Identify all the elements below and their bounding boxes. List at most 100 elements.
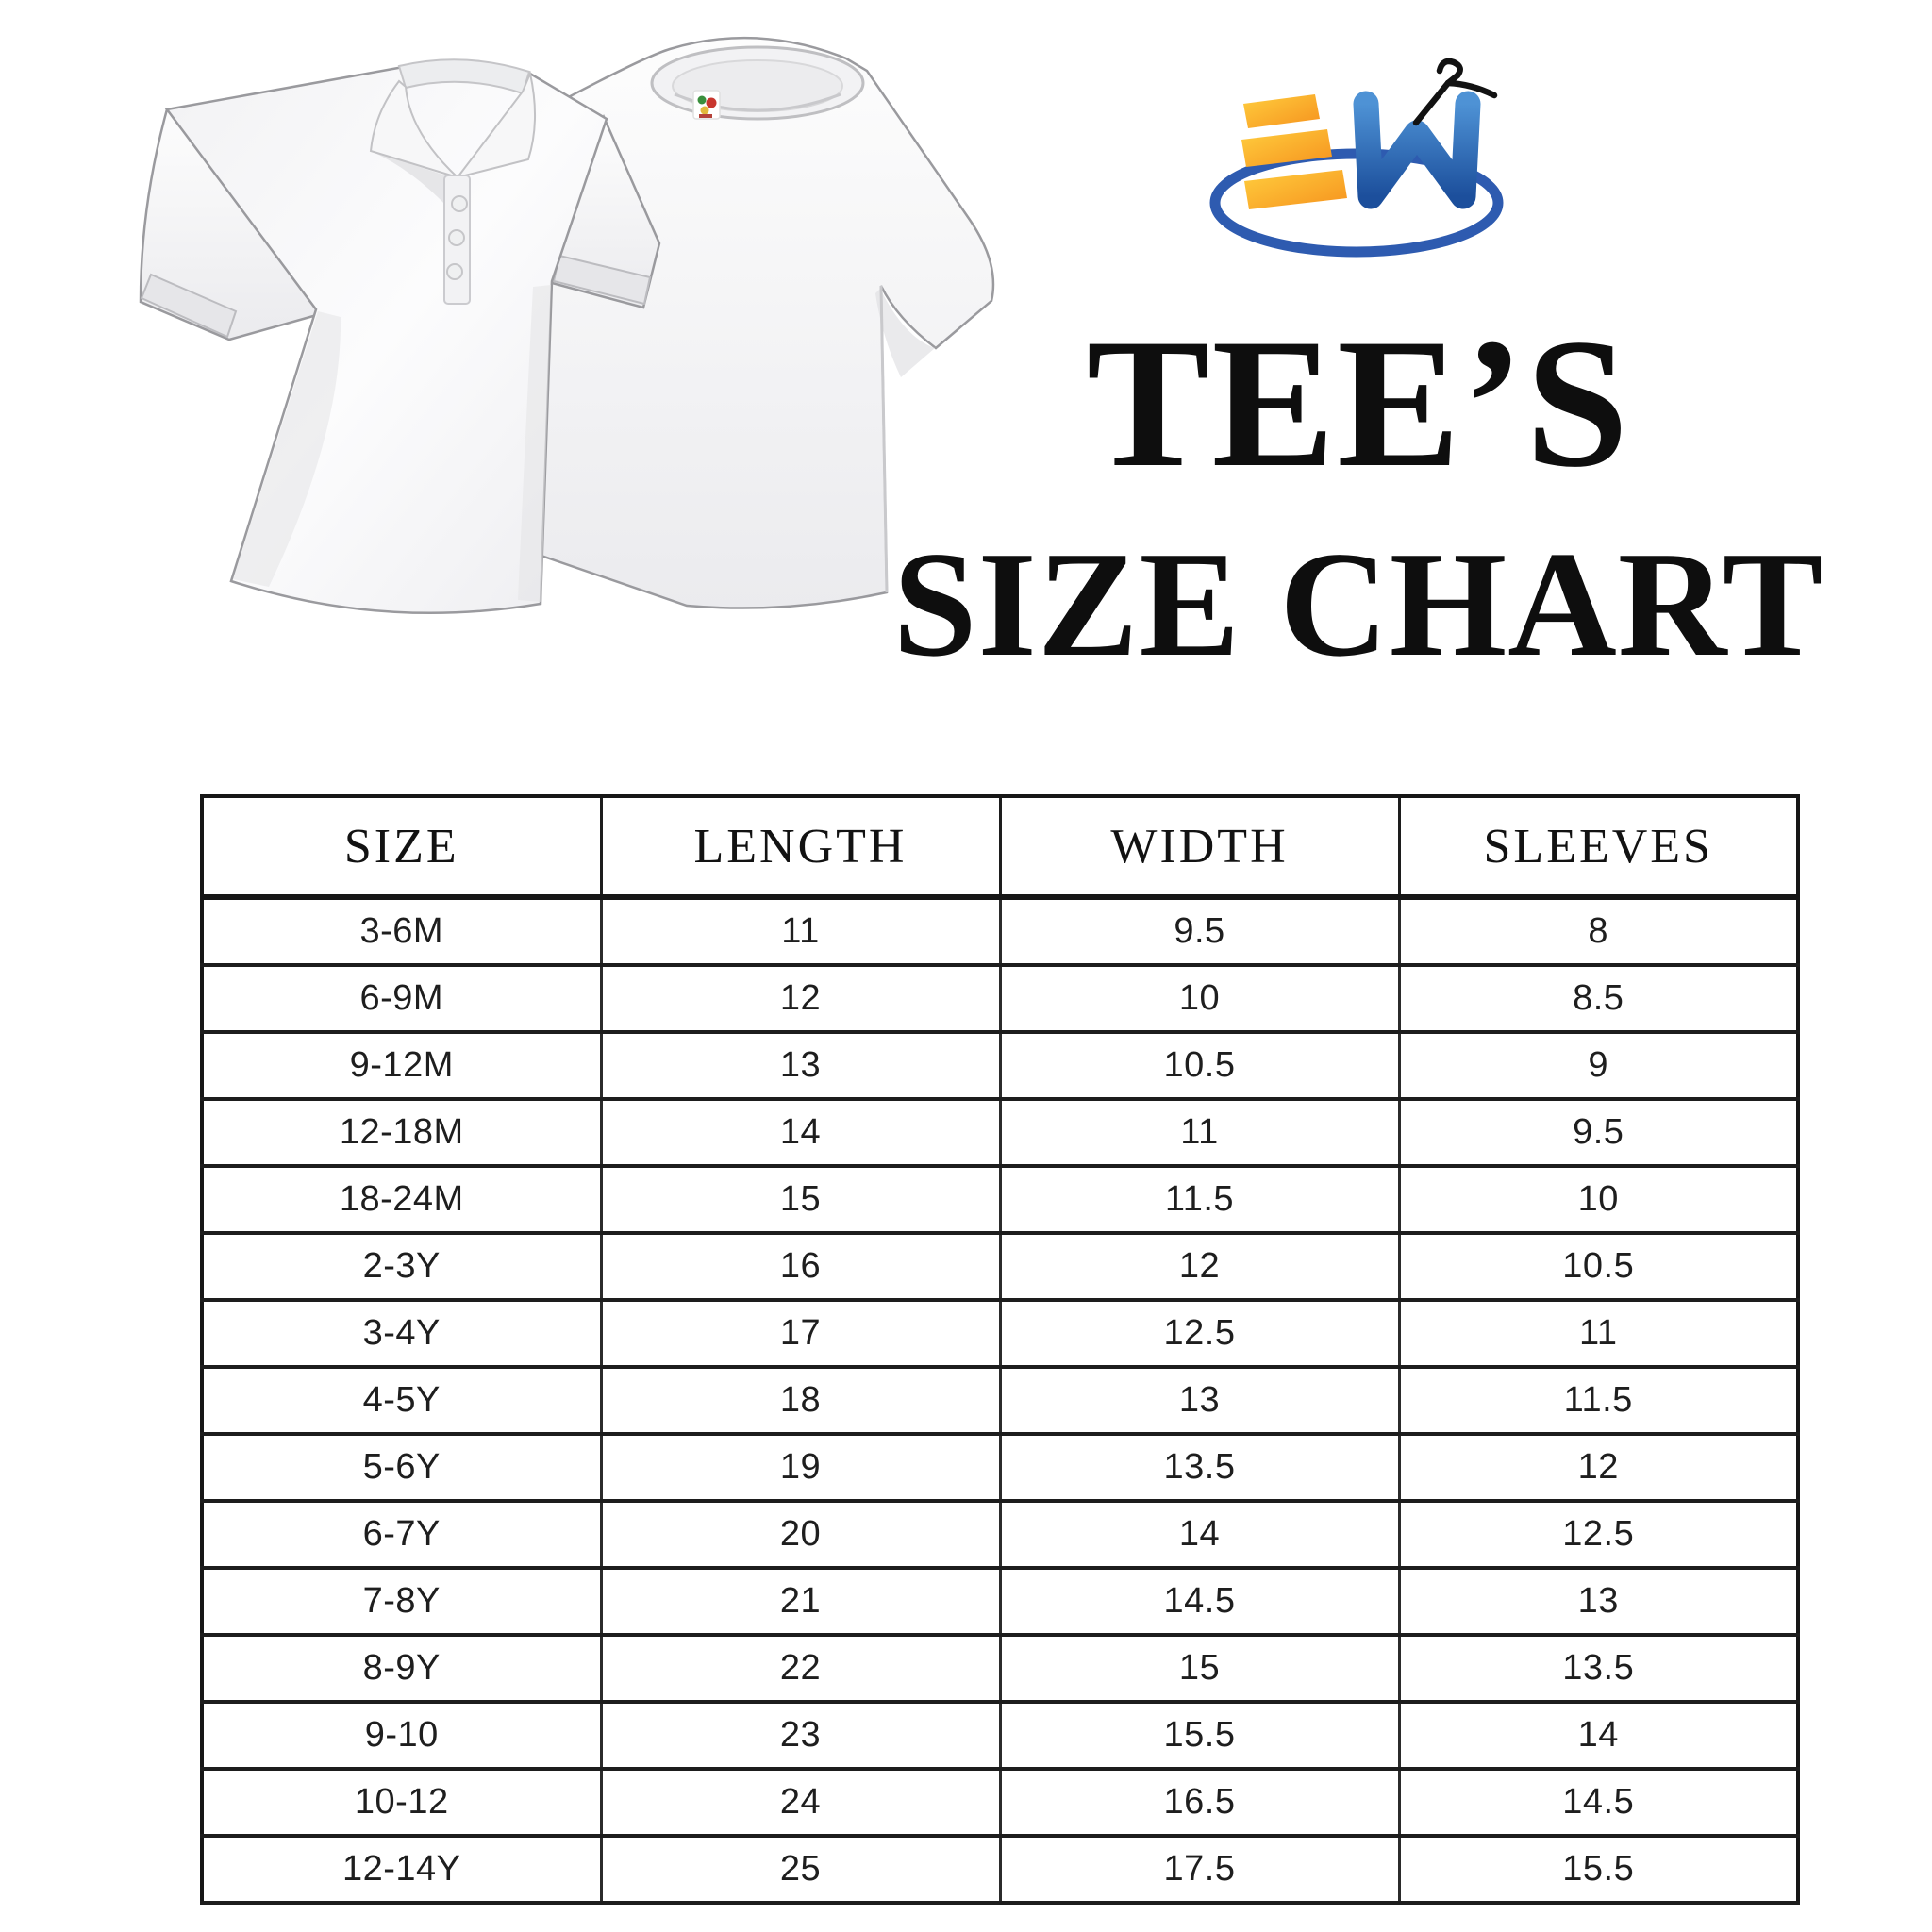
cell-sleeves: 14 (1397, 1700, 1800, 1771)
cell-length: 18 (599, 1365, 1002, 1436)
shirts-image (139, 36, 995, 615)
tshirt-image (531, 36, 995, 609)
cell-sleeves: 15.5 (1397, 1834, 1800, 1905)
cell-length: 17 (599, 1298, 1002, 1369)
cell-length: 20 (599, 1499, 1002, 1570)
cell-size: 3-4Y (200, 1298, 603, 1369)
cell-size: 6-9M (200, 963, 603, 1034)
cell-length: 19 (599, 1432, 1002, 1503)
size-table-body: 3-6M 11 9.5 8 6-9M 12 10 8.5 9-12M 13 10… (200, 895, 1800, 1905)
table-row: 8-9Y 22 15 13.5 (200, 1633, 1800, 1704)
cell-sleeves: 9 (1397, 1030, 1800, 1101)
cell-sleeves: 14.5 (1397, 1767, 1800, 1838)
cell-size: 8-9Y (200, 1633, 603, 1704)
cell-width: 11 (998, 1097, 1401, 1168)
cell-size: 5-6Y (200, 1432, 603, 1503)
column-header-sleeves: SLEEVES (1397, 794, 1800, 900)
cell-size: 2-3Y (200, 1231, 603, 1302)
cell-sleeves: 9.5 (1397, 1097, 1800, 1168)
cell-sleeves: 12.5 (1397, 1499, 1800, 1570)
tshirt-sleeve-shading (875, 289, 935, 377)
cell-length: 21 (599, 1566, 1002, 1637)
cell-length: 22 (599, 1633, 1002, 1704)
table-row: 12-14Y 25 17.5 15.5 (200, 1834, 1800, 1905)
cell-sleeves: 11.5 (1397, 1365, 1800, 1436)
table-row: 12-18M 14 11 9.5 (200, 1097, 1800, 1168)
table-row: 3-6M 11 9.5 8 (200, 895, 1800, 967)
poster-title: TEE’S (1086, 301, 1631, 506)
cell-width: 12.5 (998, 1298, 1401, 1369)
brand-logo (1209, 58, 1504, 258)
column-header-length: LENGTH (599, 794, 1002, 900)
table-header-row: SIZE LENGTH WIDTH SLEEVES (200, 794, 1800, 900)
cell-width: 15.5 (998, 1700, 1401, 1771)
polo-left-fold-shading (233, 311, 341, 587)
cell-width: 12 (998, 1231, 1401, 1302)
cell-sleeves: 13 (1397, 1566, 1800, 1637)
cell-length: 16 (599, 1231, 1002, 1302)
column-header-width: WIDTH (998, 794, 1401, 900)
cell-length: 24 (599, 1767, 1002, 1838)
cell-sleeves: 13.5 (1397, 1633, 1800, 1704)
cell-length: 23 (599, 1700, 1002, 1771)
cell-size: 7-8Y (200, 1566, 603, 1637)
cell-width: 10.5 (998, 1030, 1401, 1101)
logo-letter-e (1241, 94, 1347, 209)
cell-size: 3-6M (200, 895, 603, 967)
tshirt-side-seam (879, 285, 889, 593)
table-row: 5-6Y 19 13.5 12 (200, 1432, 1800, 1503)
polo-left-cuff (140, 273, 238, 339)
cell-width: 17.5 (998, 1834, 1401, 1905)
polo-button-3 (446, 263, 463, 280)
cell-length: 14 (599, 1097, 1002, 1168)
table-row: 9-10 23 15.5 14 (200, 1700, 1800, 1771)
cell-size: 6-7Y (200, 1499, 603, 1570)
table-row: 3-4Y 17 12.5 11 (200, 1298, 1800, 1369)
table-row: 4-5Y 18 13 11.5 (200, 1365, 1800, 1436)
cell-width: 9.5 (998, 895, 1401, 967)
cell-size: 12-18M (200, 1097, 603, 1168)
cell-width: 16.5 (998, 1767, 1401, 1838)
polo-button-1 (451, 195, 468, 212)
cell-length: 25 (599, 1834, 1002, 1905)
size-table: SIZE LENGTH WIDTH SLEEVES 3-6M 11 9.5 8 … (200, 794, 1800, 1905)
polo-right-fold-shading (518, 285, 551, 602)
cell-size: 9-12M (200, 1030, 603, 1101)
cell-size: 4-5Y (200, 1365, 603, 1436)
cell-size: 18-24M (200, 1164, 603, 1235)
cell-width: 11.5 (998, 1164, 1401, 1235)
table-row: 6-9M 12 10 8.5 (200, 963, 1800, 1034)
cell-length: 13 (599, 1030, 1002, 1101)
cell-sleeves: 8 (1397, 895, 1800, 967)
tshirt-body (531, 36, 995, 609)
cell-length: 15 (599, 1164, 1002, 1235)
polo-collar-left-flap (369, 79, 458, 178)
cell-width: 10 (998, 963, 1401, 1034)
cell-sleeves: 10 (1397, 1164, 1800, 1235)
logo-letter-w (1353, 91, 1481, 209)
table-row: 7-8Y 21 14.5 13 (200, 1566, 1800, 1637)
cell-size: 12-14Y (200, 1834, 603, 1905)
table-row: 18-24M 15 11.5 10 (200, 1164, 1800, 1235)
polo-left-sleeve (139, 108, 332, 341)
hanger-icon (1412, 58, 1498, 126)
cell-width: 13 (998, 1365, 1401, 1436)
cell-size: 9-10 (200, 1700, 603, 1771)
cell-width: 13.5 (998, 1432, 1401, 1503)
cell-sleeves: 8.5 (1397, 963, 1800, 1034)
cell-length: 11 (599, 895, 1002, 967)
table-row: 2-3Y 16 12 10.5 (200, 1231, 1800, 1302)
table-row: 6-7Y 20 14 12.5 (200, 1499, 1800, 1570)
table-row: 9-12M 13 10.5 9 (200, 1030, 1800, 1101)
column-header-size: SIZE (200, 794, 603, 900)
polo-button-2 (448, 229, 465, 246)
cell-width: 15 (998, 1633, 1401, 1704)
polo-collar-right-flap (455, 70, 536, 179)
poster-subtitle: SIZE CHART (892, 520, 1824, 688)
cell-size: 10-12 (200, 1767, 603, 1838)
polo-shirt-image (139, 58, 661, 615)
cell-length: 12 (599, 963, 1002, 1034)
tshirt-collar-tag (692, 90, 721, 120)
cell-sleeves: 12 (1397, 1432, 1800, 1503)
